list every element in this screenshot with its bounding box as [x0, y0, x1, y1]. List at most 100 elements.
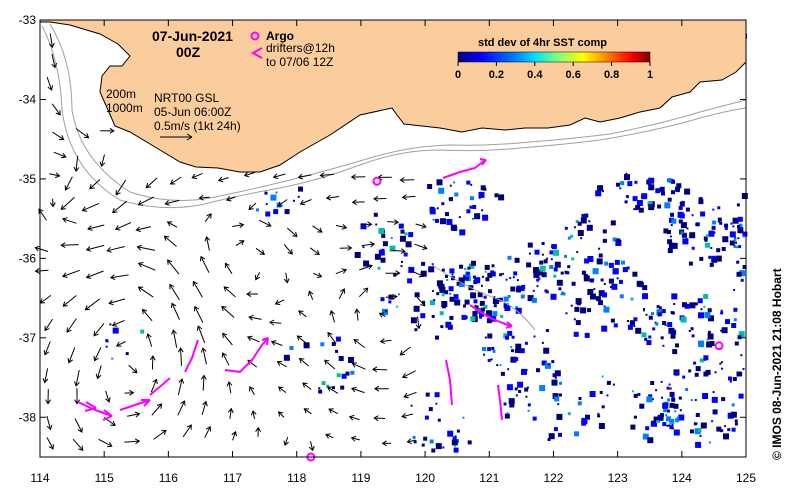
- sst-pixel: [729, 231, 736, 238]
- sst-pixel: [641, 193, 648, 200]
- sst-pixel: [345, 371, 350, 376]
- current-arrow: [308, 290, 314, 300]
- sst-pixel: [335, 336, 341, 342]
- sst-pixel: [470, 183, 473, 186]
- sst-pixel: [442, 446, 445, 449]
- sst-pixel: [573, 318, 576, 321]
- sst-pixel: [559, 393, 562, 397]
- sst-pixel: [731, 323, 737, 328]
- sst-pixel: [648, 177, 655, 184]
- sst-pixel: [436, 292, 440, 296]
- sst-pixel: [667, 248, 673, 254]
- sst-pixel: [400, 229, 405, 234]
- current-arrow: [127, 411, 141, 418]
- current-arrow: [276, 360, 287, 368]
- sst-pixel: [661, 309, 666, 314]
- sst-pixel: [717, 206, 721, 210]
- sst-pixel: [524, 387, 529, 392]
- sst-pixel: [733, 289, 736, 291]
- sst-pixel: [456, 281, 461, 286]
- sst-pixel: [614, 259, 620, 265]
- current-arrow: [73, 155, 80, 173]
- sst-pixel: [717, 217, 722, 222]
- current-arrow: [137, 286, 154, 298]
- sst-pixel: [719, 221, 723, 225]
- sst-pixel: [702, 393, 709, 399]
- current-arrow: [46, 437, 54, 450]
- sst-pixel: [493, 296, 496, 299]
- sst-pixel: [505, 335, 509, 340]
- sst-pixel: [720, 361, 723, 364]
- sst-pixel: [456, 429, 460, 433]
- sst-pixel: [703, 305, 706, 308]
- sst-pixel: [642, 309, 645, 312]
- sst-pixel: [382, 241, 388, 247]
- sst-pixel: [449, 315, 454, 320]
- sst-pixel: [470, 196, 474, 201]
- sst-pixel: [619, 279, 623, 284]
- sst-pixel: [661, 396, 663, 399]
- sst-pixel: [577, 401, 582, 406]
- sst-pixel: [435, 402, 438, 405]
- current-arrow: [348, 414, 360, 421]
- sst-pixel: [398, 223, 404, 229]
- current-arrow: [137, 262, 156, 271]
- sst-pixel: [669, 418, 675, 424]
- sst-pixel: [335, 349, 338, 353]
- sst-pixel: [673, 303, 676, 305]
- sst-pixel: [553, 427, 558, 432]
- sst-pixel: [440, 218, 446, 225]
- sst-pixel: [659, 415, 664, 420]
- current-arrow: [46, 415, 53, 431]
- sst-pixel: [651, 312, 654, 316]
- sst-pixel: [532, 289, 535, 292]
- sst-pixel: [445, 321, 452, 328]
- sst-pixel: [565, 312, 568, 315]
- sst-pixel: [484, 264, 490, 270]
- sst-pixel: [616, 277, 619, 280]
- sst-pixel: [695, 223, 699, 226]
- sst-pixel: [498, 194, 505, 201]
- current-arrow: [193, 305, 204, 323]
- current-arrow: [283, 244, 293, 255]
- current-arrow: [177, 378, 185, 396]
- current-arrow: [246, 291, 259, 298]
- sst-pixel: [598, 253, 603, 258]
- sst-pixel: [684, 303, 690, 309]
- sst-pixel: [698, 340, 704, 347]
- current-arrow: [303, 408, 312, 415]
- sst-pixel: [439, 287, 443, 291]
- sst-pixel: [721, 397, 726, 402]
- isobath-200m-label: 200m: [106, 87, 136, 101]
- sst-pixel: [393, 273, 397, 277]
- current-arrow: [226, 380, 233, 394]
- sst-pixel: [551, 360, 555, 364]
- current-arrow: [286, 227, 298, 238]
- current-arrow: [385, 293, 398, 300]
- sst-pixel: [695, 366, 701, 372]
- sst-pixel: [588, 220, 591, 223]
- sst-pixel: [679, 213, 685, 219]
- current-arrow: [170, 302, 180, 320]
- sst-pixel: [490, 271, 496, 277]
- sst-pixel: [707, 308, 712, 313]
- sst-pixel: [668, 383, 671, 386]
- sst-pixel: [738, 223, 743, 228]
- current-arrow: [335, 268, 348, 275]
- current-arrow: [53, 151, 67, 159]
- sst-pixel: [720, 311, 724, 315]
- sst-pixel: [516, 279, 519, 282]
- sst-pixel: [500, 371, 505, 376]
- sst-pixel: [464, 267, 467, 270]
- sst-pixel: [695, 413, 700, 417]
- sst-pixel: [662, 321, 667, 325]
- current-arrow: [115, 341, 126, 347]
- current-arrow: [297, 173, 312, 180]
- argo-float-marker: [714, 341, 724, 351]
- isobath-1000m-label: 1000m: [106, 101, 143, 115]
- current-arrow: [391, 248, 406, 255]
- sst-pixel: [711, 225, 716, 230]
- sst-pixel: [598, 247, 601, 250]
- sst-pixel: [264, 191, 268, 195]
- current-arrow: [406, 438, 416, 444]
